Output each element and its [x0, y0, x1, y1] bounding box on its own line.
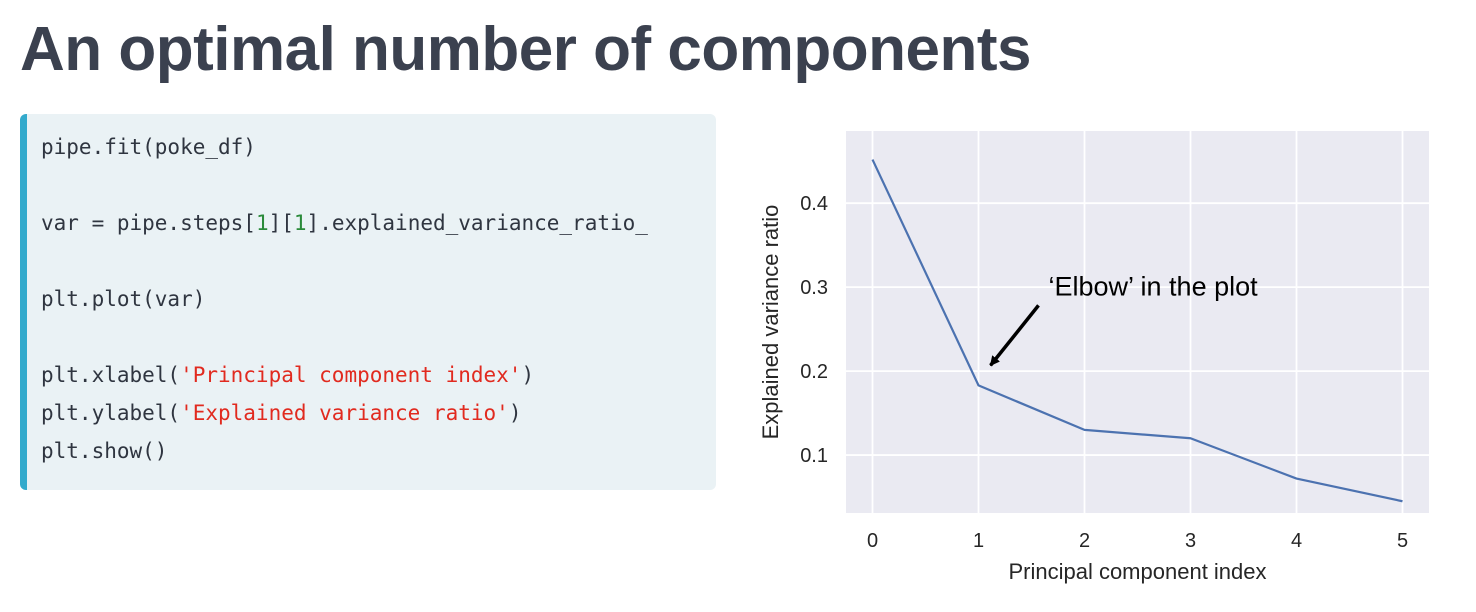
code-line-var: var = pipe.steps[1][1].explained_varianc…: [41, 204, 716, 242]
code-token: ): [521, 363, 535, 387]
annotation-arrow: [989, 304, 1040, 367]
code-string-token: 'Explained variance ratio': [180, 401, 509, 425]
code-number-token: 1: [293, 211, 307, 235]
x-tick-label: 3: [1185, 530, 1196, 552]
code-blank-line: [41, 318, 716, 356]
code-blank-line: [41, 166, 716, 204]
plot-area: [846, 131, 1429, 513]
code-line-show: plt.show(): [41, 439, 168, 463]
y-tick-label: 0.1: [800, 445, 828, 467]
x-tick-label: 0: [867, 530, 878, 552]
code-number-token: 1: [255, 211, 269, 235]
code-line-fit: pipe.fit(poke_df): [41, 135, 256, 159]
x-axis-label: Principal component index: [1008, 559, 1266, 584]
x-tick-label: 4: [1291, 530, 1302, 552]
y-tick-label: 0.4: [800, 193, 828, 215]
code-line-ylabel: plt.ylabel('Explained variance ratio'): [41, 394, 716, 432]
variance-line-chart: 0 1 2 3 4 5 0.1 0.2 0.3 0.4 Principal component i…: [758, 131, 1429, 584]
annotation-text: ‘Elbow’ in the plot: [1049, 271, 1259, 301]
y-axis-label: Explained variance ratio: [758, 205, 783, 440]
x-tick-label: 1: [973, 530, 984, 552]
series-line: [871, 159, 1403, 503]
code-blank-line: [41, 242, 716, 280]
slide-title: An optimal number of components: [20, 15, 1031, 84]
y-tick-label: 0.3: [800, 277, 828, 299]
code-token: plt.xlabel(: [41, 363, 181, 387]
x-tick-label: 2: [1079, 530, 1090, 552]
x-tick-label: 5: [1397, 530, 1408, 552]
code-token: ].explained_variance_ratio_: [306, 211, 648, 235]
code-token: ): [508, 401, 522, 425]
y-tick-label: 0.2: [800, 361, 828, 383]
code-line-plot: plt.plot(var): [41, 287, 206, 311]
code-string-token: 'Principal component index': [180, 363, 522, 387]
code-token: plt.ylabel(: [41, 401, 181, 425]
code-token: var = pipe.steps[: [41, 211, 256, 235]
code-token: ][: [268, 211, 294, 235]
code-block: pipe.fit(poke_df) var = pipe.steps[1][1]…: [20, 114, 716, 490]
code-line-xlabel: plt.xlabel('Principal component index'): [41, 356, 716, 394]
